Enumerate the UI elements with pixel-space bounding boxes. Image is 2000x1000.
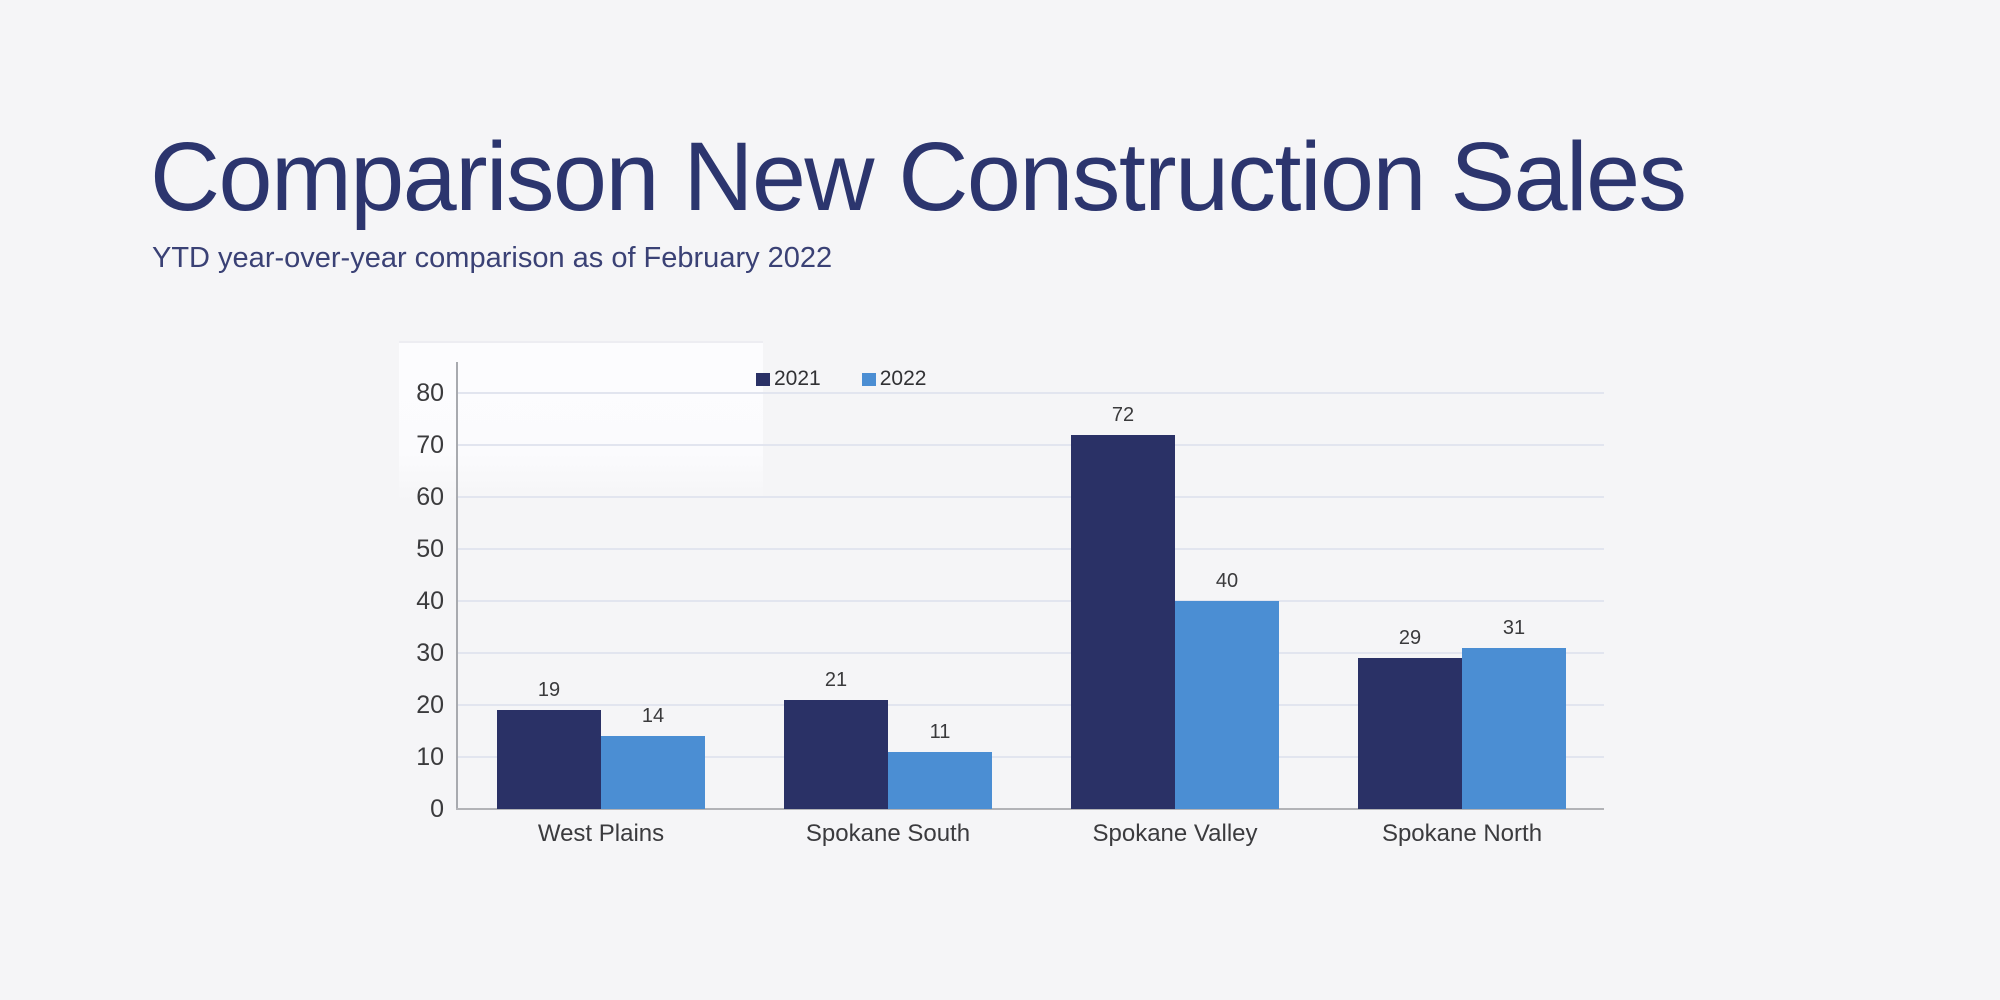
y-axis-label-40: 40	[416, 587, 444, 615]
y-axis-label-50: 50	[416, 535, 444, 563]
bar-value-label: 14	[641, 705, 665, 728]
gridline-70	[458, 444, 1604, 446]
bar-value-label: 11	[929, 720, 951, 743]
chart-legend: 2021 2022	[756, 367, 926, 391]
x-axis-label-spokane-north: Spokane North	[1381, 820, 1543, 847]
y-axis-label-60: 60	[416, 483, 444, 511]
y-axis-label-10: 10	[416, 743, 444, 771]
bar-2021-spokane-north	[1358, 658, 1462, 809]
gridline-30	[458, 652, 1604, 654]
bar-value-label: 40	[1215, 570, 1239, 592]
x-axis-label-west-plains: West Plains	[537, 820, 665, 847]
gridline-40	[458, 600, 1604, 602]
bar-2022-spokane-valley	[1175, 601, 1279, 809]
bar-value-label: 72	[1111, 403, 1135, 426]
legend-item-2021: 2021	[756, 367, 821, 391]
y-axis-label-20: 20	[416, 691, 444, 719]
bar-2021-west-plains	[497, 710, 601, 809]
bar-value-label: 19	[537, 679, 561, 702]
y-axis-label-80: 80	[416, 379, 444, 407]
legend-swatch-icon	[756, 372, 770, 386]
x-axis-label-spokane-south: Spokane South	[805, 820, 971, 847]
y-axis-line	[456, 362, 458, 810]
chart-backdrop-panel	[399, 341, 763, 501]
gridline-20	[458, 704, 1604, 706]
bar-2022-spokane-south	[888, 751, 992, 809]
x-axis-label-spokane-valley: Spokane Valley	[1092, 820, 1258, 847]
bar-value-label: 21	[824, 668, 848, 691]
legend-label: 2022	[879, 367, 927, 390]
legend-label: 2021	[774, 367, 821, 390]
bar-2021-spokane-south	[784, 699, 888, 809]
bar-value-label: 31	[1502, 616, 1526, 639]
legend-item-2022: 2022	[861, 367, 927, 391]
gridline-50	[458, 548, 1604, 550]
y-axis-label-30: 30	[416, 639, 444, 667]
x-axis-line	[456, 808, 1604, 810]
page-subtitle: YTD year-over-year comparison as of Febr…	[152, 242, 833, 274]
y-axis-label-0: 0	[430, 795, 444, 823]
gridline-10	[458, 756, 1604, 758]
bar-2022-spokane-north	[1462, 647, 1566, 809]
gridline-60	[458, 496, 1604, 498]
bar-value-label: 29	[1398, 627, 1422, 650]
y-axis-label-70: 70	[416, 431, 444, 459]
bar-2022-west-plains	[601, 736, 705, 809]
gridline-80	[458, 392, 1604, 394]
page-title: Comparison New Construction Sales	[150, 122, 1687, 231]
legend-swatch-icon	[861, 372, 876, 386]
bar-2021-spokane-valley	[1071, 434, 1175, 809]
